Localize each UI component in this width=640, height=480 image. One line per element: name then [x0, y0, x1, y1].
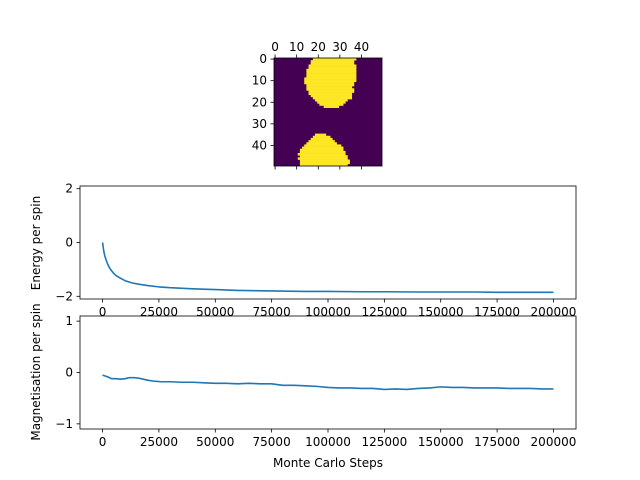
- heatmap-xtick-label: 0: [271, 40, 279, 54]
- energy-plot: 0 25000 50000 75000 100000 125000 150000 175000…: [55, 182, 577, 319]
- spin-up-row: [306, 75, 357, 78]
- xtick-label: 200000: [531, 305, 577, 319]
- xtick-label: 50000: [196, 435, 234, 449]
- spin-up-row: [312, 135, 331, 139]
- spin-up-row: [315, 133, 327, 137]
- xtick-label: 175000: [474, 435, 520, 449]
- ytick-label: 2: [65, 182, 73, 196]
- spin-up-row: [299, 161, 350, 165]
- spin-up-row: [308, 66, 357, 70]
- magnetisation-ylabel: Magnetisation per spin: [29, 303, 43, 440]
- spin-up-row: [306, 73, 357, 76]
- spin-up-row: [312, 96, 353, 100]
- spin-up-row: [308, 64, 357, 67]
- spin-up-row: [308, 140, 335, 143]
- spin-up-row: [310, 137, 333, 141]
- xtick-label: 50000: [196, 305, 234, 319]
- ytick-label: 1: [65, 314, 73, 328]
- spin-up-row: [310, 60, 355, 63]
- spin-up-row: [306, 83, 355, 87]
- xtick-label: 175000: [474, 305, 520, 319]
- xtick-label: 125000: [361, 305, 407, 319]
- spin-up-row: [308, 92, 353, 96]
- heatmap-xtick-label: 40: [354, 40, 369, 54]
- xtick-label: 150000: [418, 305, 464, 319]
- spin-up-row: [304, 144, 342, 147]
- xtick-label: 100000: [305, 435, 351, 449]
- magnetisation-plot: 0 25000 50000 75000 100000 125000 150000 175000…: [55, 314, 577, 449]
- spin-up-row: [315, 99, 348, 102]
- spin-up-row: [323, 105, 340, 108]
- xtick-label: 25000: [140, 305, 178, 319]
- spin-up-row: [317, 101, 346, 104]
- ytick-label: −1: [55, 417, 73, 431]
- heatmap-ytick-label: 10: [252, 74, 267, 88]
- xtick-label: 75000: [253, 435, 291, 449]
- spin-up-row: [299, 159, 350, 162]
- spin-up-row: [297, 157, 348, 160]
- heatmap-ytick-label: 40: [252, 138, 267, 152]
- energy-ylabel: Energy per spin: [29, 196, 43, 290]
- spin-up-row: [304, 81, 355, 85]
- spin-up-row: [306, 142, 337, 145]
- heatmap-xtick-label: 10: [289, 40, 304, 54]
- lattice-heatmap: 0 10 20 30 40 0 10 20 30 40: [252, 40, 383, 170]
- heatmap-frame: [273, 57, 383, 167]
- spin-up-row: [304, 77, 357, 80]
- spin-up-row: [310, 94, 353, 98]
- spin-up-row: [312, 58, 357, 61]
- spin-up-row: [306, 88, 355, 91]
- ytick-label: 0: [65, 366, 73, 380]
- spin-up-row: [308, 90, 355, 93]
- xtick-label: 0: [99, 435, 107, 449]
- xtick-label: 200000: [531, 435, 577, 449]
- heatmap-ytick-label: 20: [252, 95, 267, 109]
- heatmap-ytick-label: 30: [252, 117, 267, 131]
- xtick-label: 150000: [418, 435, 464, 449]
- spin-up-row: [306, 86, 353, 89]
- spin-up-row: [299, 148, 344, 152]
- xtick-label: 75000: [253, 305, 291, 319]
- heatmap-xtick-label: 30: [332, 40, 347, 54]
- spin-up-row: [299, 155, 348, 158]
- series-line: [102, 374, 554, 391]
- spin-up-row: [299, 150, 346, 154]
- mc-steps-xlabel: Monte Carlo Steps: [273, 456, 383, 470]
- spin-up-row: [297, 153, 346, 156]
- xtick-label: 25000: [140, 435, 178, 449]
- series-line: [101, 242, 554, 294]
- xtick-label: 0: [99, 305, 107, 319]
- heatmap-xtick-label: 20: [311, 40, 326, 54]
- xtick-label: 100000: [305, 305, 351, 319]
- spin-up-row: [299, 163, 348, 167]
- spin-up-row: [310, 62, 355, 65]
- ytick-label: −2: [55, 289, 73, 303]
- ytick-label: 0: [65, 236, 73, 250]
- spin-up-row: [304, 79, 357, 83]
- spin-up-row: [319, 103, 344, 106]
- spin-up-row: [306, 68, 357, 72]
- spin-up-row: [302, 146, 344, 150]
- heatmap-ytick-label: 0: [259, 52, 267, 66]
- spin-up-row: [306, 70, 357, 74]
- xtick-label: 125000: [361, 435, 407, 449]
